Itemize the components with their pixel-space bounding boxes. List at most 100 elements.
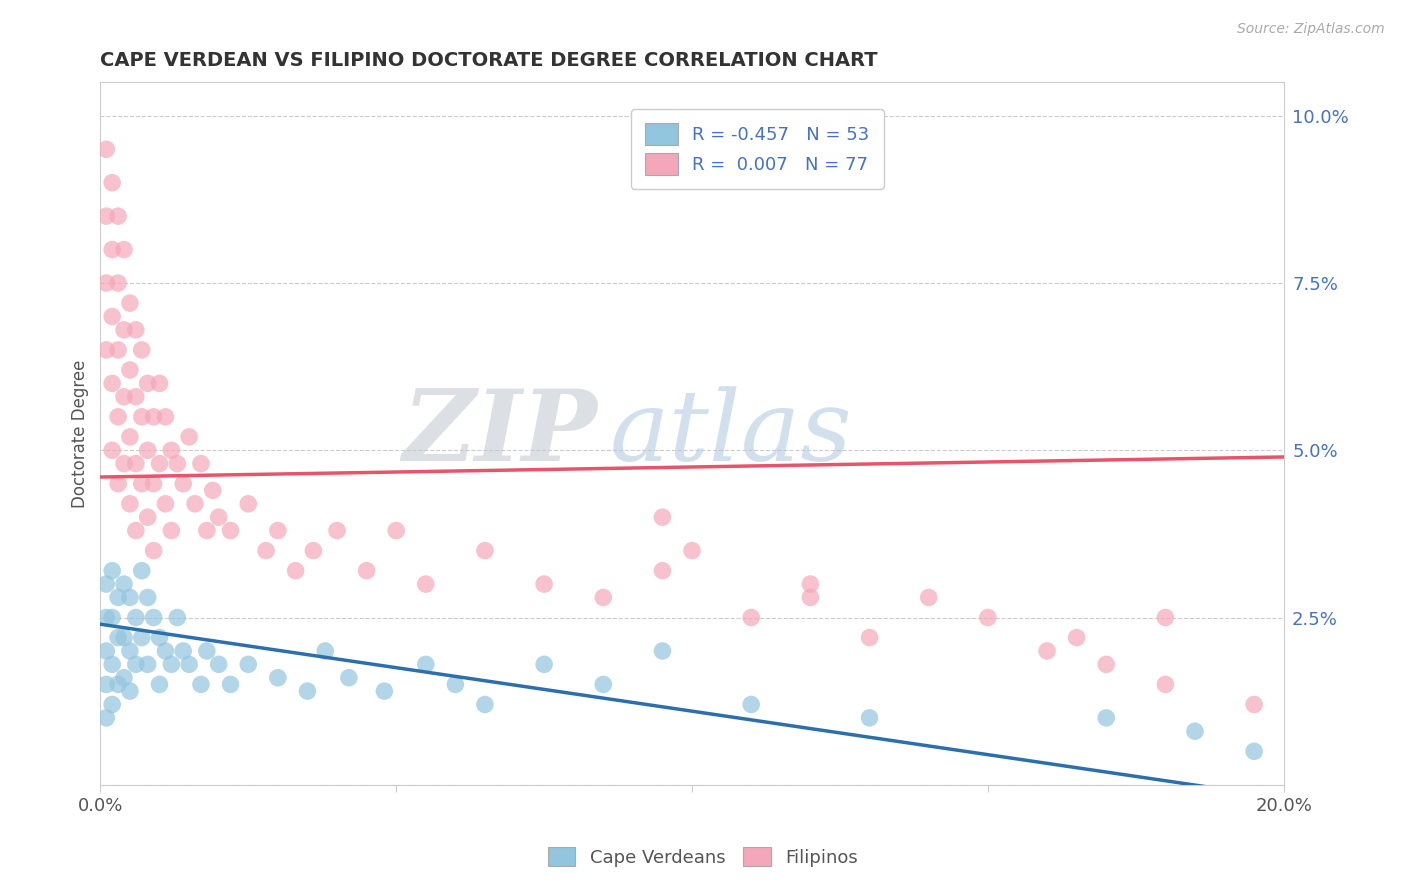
Point (444, 677, 467, 691)
Point (858, 711, 880, 725)
Point (267, 671, 290, 685)
Point (160, 524, 183, 538)
Point (177, 430, 200, 444)
Point (415, 657, 437, 672)
Point (112, 243, 135, 257)
Text: ZIP: ZIP (402, 385, 598, 482)
Point (96, 610, 118, 624)
Point (136, 657, 159, 672)
Point (107, 343, 129, 357)
Point (148, 631, 170, 645)
Text: atlas: atlas (609, 386, 852, 481)
Point (101, 243, 124, 257)
Point (136, 510, 159, 524)
Point (131, 564, 153, 578)
Point (166, 457, 188, 471)
Point (337, 671, 360, 685)
Point (101, 657, 124, 672)
Point (592, 677, 614, 691)
Point (172, 476, 194, 491)
Point (125, 657, 148, 672)
Legend: R = -0.457   N = 53, R =  0.007   N = 77: R = -0.457 N = 53, R = 0.007 N = 77 (630, 109, 884, 189)
Point (96, 209, 118, 223)
Point (681, 543, 703, 558)
Point (107, 409, 129, 424)
Point (284, 564, 307, 578)
Point (112, 671, 135, 685)
Point (195, 524, 218, 538)
Point (208, 657, 231, 672)
Point (651, 510, 673, 524)
Point (148, 457, 170, 471)
Point (107, 631, 129, 645)
Point (474, 698, 496, 712)
Y-axis label: Doctorate Degree: Doctorate Degree (72, 359, 89, 508)
Point (131, 631, 153, 645)
Point (96, 644, 118, 658)
Point (326, 524, 349, 538)
Point (533, 577, 555, 591)
Point (160, 657, 183, 672)
Point (96, 677, 118, 691)
Point (314, 644, 336, 658)
Point (136, 443, 159, 458)
Point (101, 443, 124, 458)
Point (155, 497, 177, 511)
Point (101, 610, 124, 624)
Point (131, 476, 153, 491)
Point (195, 644, 218, 658)
Point (177, 657, 200, 672)
Point (155, 644, 177, 658)
Point (415, 577, 437, 591)
Point (96, 343, 118, 357)
Point (101, 310, 124, 324)
Point (142, 610, 165, 624)
Point (373, 684, 395, 698)
Point (101, 176, 124, 190)
Point (1095, 711, 1118, 725)
Point (125, 610, 148, 624)
Point (799, 591, 821, 605)
Point (172, 644, 194, 658)
Point (190, 677, 212, 691)
Point (155, 409, 177, 424)
Point (1243, 744, 1265, 758)
Point (96, 276, 118, 290)
Point (1184, 724, 1206, 739)
Point (740, 610, 762, 624)
Point (118, 497, 141, 511)
Point (96, 577, 118, 591)
Point (101, 376, 124, 391)
Point (219, 524, 242, 538)
Point (1154, 610, 1177, 624)
Point (918, 591, 941, 605)
Point (190, 457, 212, 471)
Point (107, 276, 129, 290)
Point (592, 591, 614, 605)
Point (977, 610, 1000, 624)
Point (302, 543, 325, 558)
Point (1066, 631, 1088, 645)
Point (166, 610, 188, 624)
Point (219, 677, 242, 691)
Point (107, 209, 129, 223)
Point (238, 657, 260, 672)
Point (142, 543, 165, 558)
Point (651, 644, 673, 658)
Point (131, 409, 153, 424)
Point (1154, 677, 1177, 691)
Point (858, 631, 880, 645)
Point (125, 524, 148, 538)
Point (118, 644, 141, 658)
Point (142, 476, 165, 491)
Point (125, 457, 148, 471)
Point (118, 430, 141, 444)
Point (474, 543, 496, 558)
Text: CAPE VERDEAN VS FILIPINO DOCTORATE DEGREE CORRELATION CHART: CAPE VERDEAN VS FILIPINO DOCTORATE DEGRE… (100, 51, 877, 70)
Point (101, 698, 124, 712)
Point (142, 409, 165, 424)
Point (1095, 657, 1118, 672)
Point (112, 577, 135, 591)
Point (267, 524, 290, 538)
Point (96, 711, 118, 725)
